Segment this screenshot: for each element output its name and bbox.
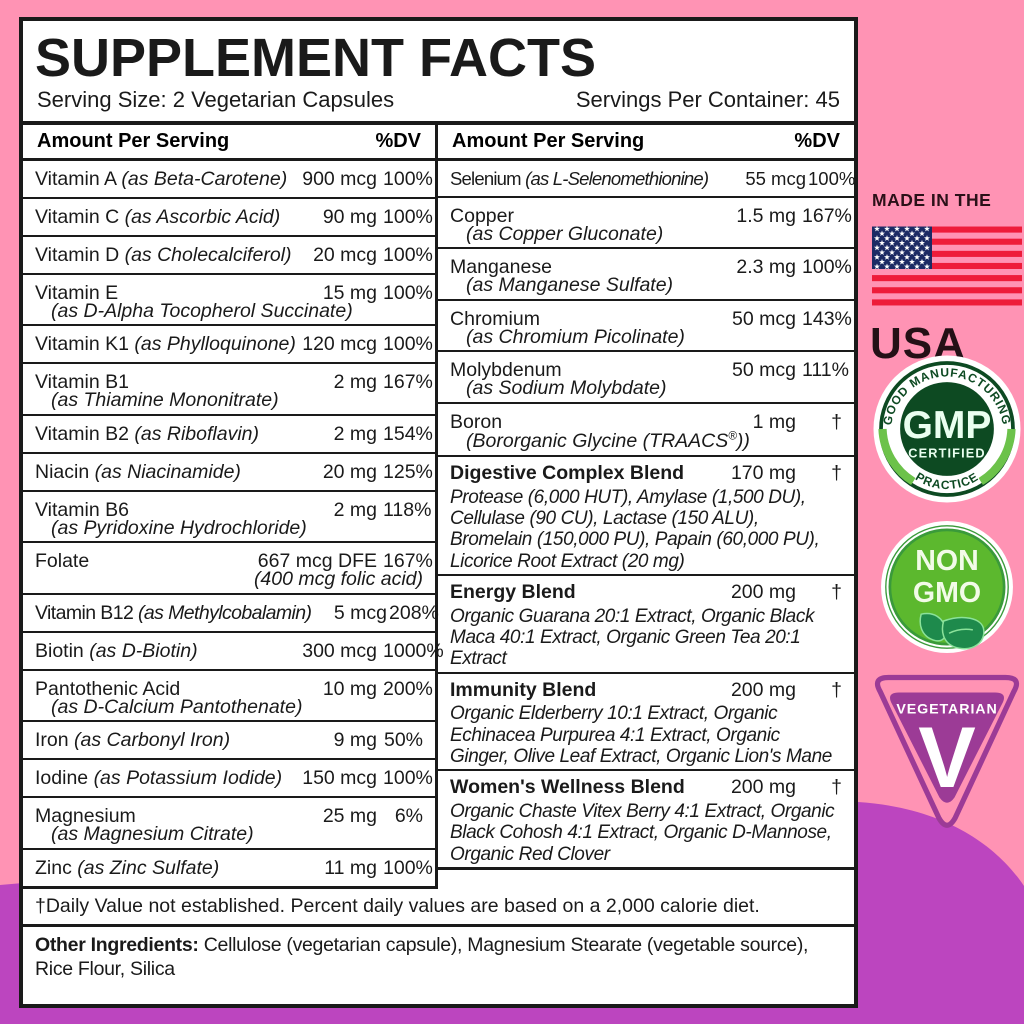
- svg-text:GMO: GMO: [913, 577, 981, 609]
- svg-text:NON: NON: [915, 545, 978, 577]
- svg-text:CERTIFIED: CERTIFIED: [908, 446, 985, 461]
- svg-text:V: V: [918, 710, 976, 806]
- svg-text:GMP: GMP: [903, 404, 992, 447]
